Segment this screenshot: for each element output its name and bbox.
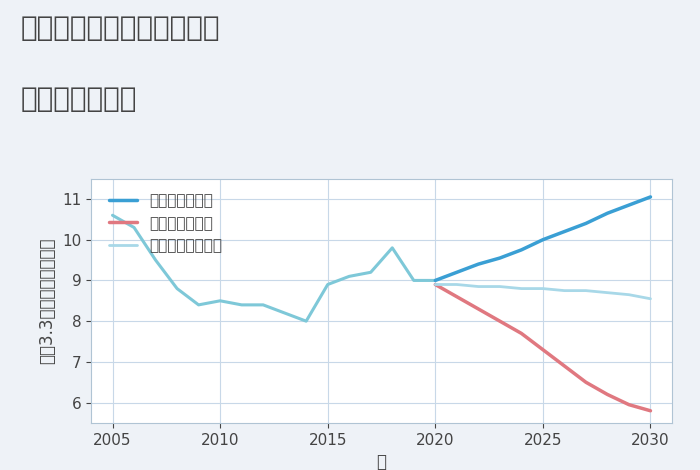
バッドシナリオ: [496, 318, 504, 324]
Legend: グッドシナリオ, バッドシナリオ, ノーマルシナリオ: グッドシナリオ, バッドシナリオ, ノーマルシナリオ: [104, 188, 226, 258]
バッドシナリオ: [582, 379, 590, 385]
グッドシナリオ: [453, 269, 461, 275]
ノーマルシナリオ: [474, 284, 482, 290]
ノーマルシナリオ: [603, 290, 612, 296]
グッドシナリオ: [431, 278, 440, 283]
グッドシナリオ: [646, 194, 654, 200]
ノーマルシナリオ: [646, 296, 654, 302]
グッドシナリオ: [582, 220, 590, 226]
バッドシナリオ: [474, 306, 482, 312]
グッドシナリオ: [539, 237, 547, 243]
ノーマルシナリオ: [517, 286, 526, 291]
バッドシナリオ: [603, 392, 612, 397]
グッドシナリオ: [625, 202, 634, 208]
グッドシナリオ: [560, 229, 568, 235]
Text: 岐阜県郡上市大和町万場の: 岐阜県郡上市大和町万場の: [21, 14, 221, 42]
バッドシナリオ: [560, 363, 568, 369]
グッドシナリオ: [517, 247, 526, 253]
Line: バッドシナリオ: バッドシナリオ: [435, 284, 650, 411]
バッドシナリオ: [453, 294, 461, 299]
ノーマルシナリオ: [453, 282, 461, 287]
グッドシナリオ: [496, 255, 504, 261]
ノーマルシナリオ: [496, 284, 504, 290]
グッドシナリオ: [603, 211, 612, 216]
グッドシナリオ: [474, 261, 482, 267]
Line: グッドシナリオ: グッドシナリオ: [435, 197, 650, 281]
ノーマルシナリオ: [625, 292, 634, 298]
ノーマルシナリオ: [560, 288, 568, 293]
X-axis label: 年: 年: [377, 453, 386, 470]
ノーマルシナリオ: [539, 286, 547, 291]
バッドシナリオ: [517, 330, 526, 336]
バッドシナリオ: [625, 402, 634, 407]
バッドシナリオ: [539, 347, 547, 352]
ノーマルシナリオ: [431, 282, 440, 287]
バッドシナリオ: [646, 408, 654, 414]
バッドシナリオ: [431, 282, 440, 287]
Y-axis label: 坪（3.3㎡）単価（万円）: 坪（3.3㎡）単価（万円）: [38, 237, 57, 364]
Text: 土地の価格推移: 土地の価格推移: [21, 85, 137, 113]
ノーマルシナリオ: [582, 288, 590, 293]
Line: ノーマルシナリオ: ノーマルシナリオ: [435, 284, 650, 299]
